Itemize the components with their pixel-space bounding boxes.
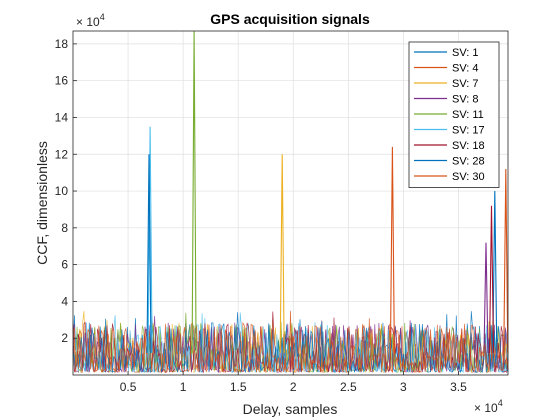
- x-tick-label: 1.5: [230, 380, 247, 394]
- y-tick-label: 6: [61, 258, 68, 272]
- x-exponent-label: × 104: [474, 398, 503, 415]
- x-axis-ticks: 0.5 1 1.5 2 2.5 3 3.5: [120, 371, 467, 394]
- legend-label: SV: 1: [452, 47, 479, 59]
- chart-title: GPS acquisition signals: [210, 11, 370, 27]
- legend-label: SV: 4: [452, 63, 479, 75]
- series-peak-7: [488, 205, 495, 353]
- x-tick-label: 0.5: [120, 380, 137, 394]
- y-tick-label: 14: [55, 110, 69, 124]
- y-exponent-label: × 104: [76, 12, 105, 29]
- series-peak-4: [483, 242, 489, 353]
- legend-label: SV: 28: [452, 156, 485, 168]
- series-peak-1: [492, 190, 498, 353]
- y-tick-label: 8: [61, 221, 68, 235]
- y-tick-label: 16: [55, 74, 69, 88]
- legend-label: SV: 18: [452, 140, 485, 152]
- series-peak-9: [503, 168, 509, 353]
- y-axis-label: CCF, dimensionless: [34, 141, 50, 265]
- series-noise-8: [72, 312, 509, 374]
- series-noise-9: [72, 310, 509, 374]
- series-peak-3: [279, 154, 285, 353]
- series-peak-6: [147, 126, 153, 353]
- legend-label: SV: 7: [452, 78, 479, 90]
- x-tick-label: 2.5: [340, 380, 357, 394]
- y-tick-label: 2: [61, 331, 68, 345]
- x-tick-label: 3: [400, 380, 407, 394]
- legend-box: [408, 41, 500, 188]
- x-tick-label: 3.5: [450, 380, 467, 394]
- noise-layer: [72, 310, 509, 374]
- plot-border: [72, 30, 509, 376]
- series-peak-2: [389, 146, 395, 353]
- legend-label: SV: 8: [452, 94, 479, 106]
- y-tick-label: 4: [61, 294, 68, 308]
- x-tick-label: 1: [180, 380, 187, 394]
- legend-label: SV: 30: [452, 171, 485, 183]
- legend-label: SV: 11: [452, 109, 484, 121]
- legend[interactable]: SV: 1 SV: 4 SV: 7 SV: 8 SV: 11 SV: 17 SV: 18 SV…: [408, 41, 500, 188]
- x-axis-label: Delay, samples: [243, 401, 338, 417]
- x-tick-label: 2: [290, 380, 297, 394]
- y-tick-label: 18: [55, 37, 69, 51]
- y-axis-ticks: 2 4 6 8 10 12 14 16 18: [55, 37, 77, 345]
- series-peak-8: [146, 154, 152, 353]
- y-tick-label: 10: [55, 184, 69, 198]
- legend-label: SV: 17: [452, 125, 485, 137]
- y-tick-label: 12: [55, 147, 69, 161]
